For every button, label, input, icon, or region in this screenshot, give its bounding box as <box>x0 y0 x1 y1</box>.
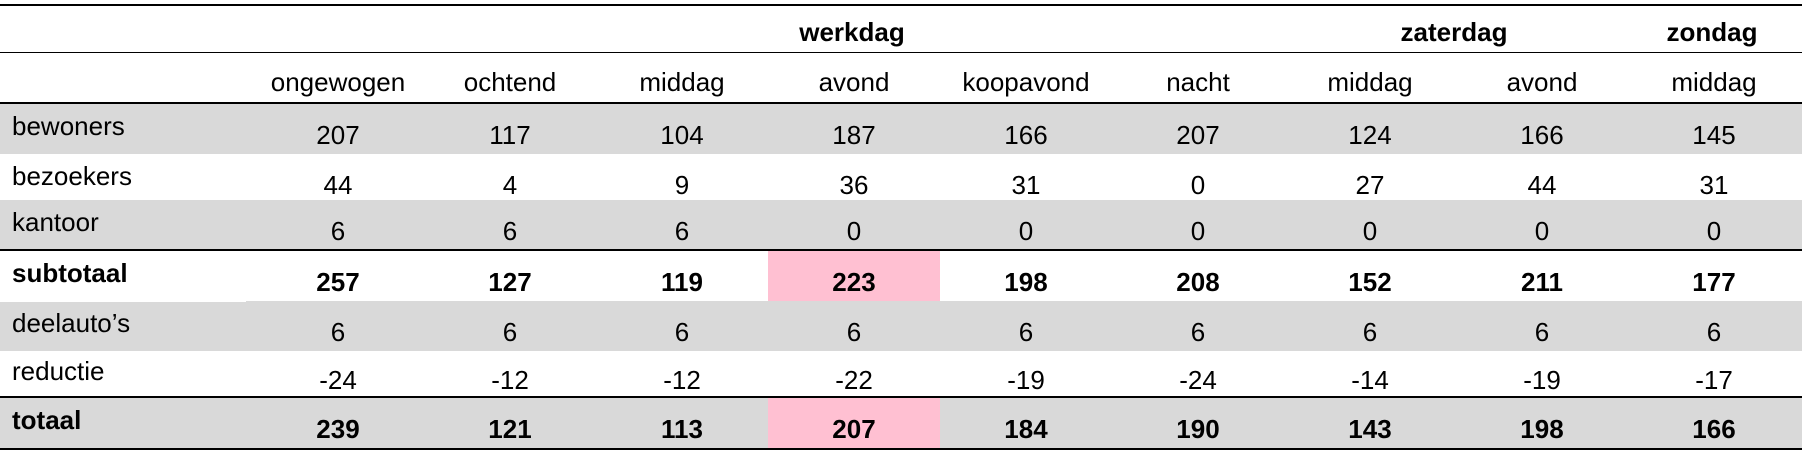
header-rule <box>0 102 1802 104</box>
table-cell: 0 <box>1018 216 1034 246</box>
table-cell: 6 <box>1190 317 1206 347</box>
table-cell: 6 <box>330 317 346 347</box>
table-cell: 143 <box>1348 414 1392 444</box>
table-cell: 198 <box>1004 267 1048 297</box>
col-header-ongewogen: ongewogen <box>270 67 406 97</box>
table-cell: 0 <box>1534 216 1550 246</box>
table-cell: 166 <box>1520 120 1564 150</box>
table-cell: 6 <box>1362 317 1378 347</box>
table-cell: 166 <box>1692 414 1736 444</box>
row-label: subtotaal <box>12 258 128 288</box>
group-header-zondag: zondag <box>1666 17 1758 47</box>
table-cell: -17 <box>1695 365 1733 395</box>
table-row-deelautos: deelauto’s 6 6 6 6 6 6 6 6 6 <box>0 301 1802 351</box>
col-header-zon-middag: middag <box>1671 67 1757 97</box>
row-label: reductie <box>12 356 105 386</box>
table-cell: 0 <box>1190 170 1206 200</box>
table-cell: -12 <box>491 365 529 395</box>
table-cell: 121 <box>488 414 532 444</box>
col-header-avond: avond <box>818 67 890 97</box>
table-cell: 36 <box>839 170 869 200</box>
table-cell: 0 <box>1190 216 1206 246</box>
table-cell: 31 <box>1699 170 1729 200</box>
col-header-zat-avond: avond <box>1506 67 1578 97</box>
table-cell-highlighted: 223 <box>768 251 940 301</box>
table-cell: 208 <box>1176 267 1220 297</box>
table-row-reductie: reductie -24 -12 -12 -22 -19 -24 -14 -19… <box>0 349 1802 399</box>
table-cell: 0 <box>1362 216 1378 246</box>
table-cell: -19 <box>1523 365 1561 395</box>
table-cell: 211 <box>1521 267 1563 297</box>
table-cell: 0 <box>1706 216 1722 246</box>
group-header-werkdag: werkdag <box>799 17 905 47</box>
subtotal-rule <box>0 249 1802 251</box>
table-cell: 6 <box>330 216 346 246</box>
col-header-koopavond: koopavond <box>962 67 1090 97</box>
table-cell: 6 <box>1534 317 1550 347</box>
table-cell: 6 <box>1706 317 1722 347</box>
table-row-totaal: totaal 239 121 113 207 184 190 143 198 1… <box>0 398 1802 448</box>
row-label: totaal <box>12 405 82 435</box>
table-cell: 119 <box>661 267 703 297</box>
table-cell: 127 <box>488 267 532 297</box>
table-cell: 124 <box>1348 120 1392 150</box>
table-cell: 4 <box>502 170 518 200</box>
table-cell: 113 <box>661 414 703 444</box>
table-cell: 187 <box>832 120 876 150</box>
row-label: kantoor <box>12 207 99 237</box>
table-cell: 257 <box>316 267 360 297</box>
table-cell: 184 <box>1004 414 1048 444</box>
top-rule <box>0 4 1802 6</box>
table-cell: 44 <box>323 170 353 200</box>
table-cell: 117 <box>489 120 531 150</box>
table-cell: 27 <box>1355 170 1385 200</box>
table-cell: 0 <box>846 216 862 246</box>
table-row-bewoners: bewoners 207 117 104 187 166 207 124 166… <box>0 104 1802 154</box>
group-header-rule <box>0 52 1802 53</box>
table-cell: -24 <box>1179 365 1217 395</box>
table-cell: -22 <box>835 365 873 395</box>
table-cell: 31 <box>1011 170 1041 200</box>
table-cell: 239 <box>316 414 360 444</box>
col-header-zat-middag: middag <box>1327 67 1413 97</box>
table-cell: 44 <box>1527 170 1557 200</box>
total-rule <box>0 396 1802 398</box>
row-label: bewoners <box>12 111 125 141</box>
table-cell: 190 <box>1176 414 1220 444</box>
table-cell: 6 <box>674 317 690 347</box>
table-cell: 104 <box>660 120 704 150</box>
table-cell: 6 <box>846 317 862 347</box>
table-row-bezoekers: bezoekers 44 4 9 36 31 0 27 44 31 <box>0 154 1802 204</box>
table-cell-highlighted: 207 <box>768 398 940 448</box>
row-label: bezoekers <box>12 161 132 191</box>
col-header-middag: middag <box>639 67 725 97</box>
table-cell: 207 <box>1176 120 1220 150</box>
table-cell: 198 <box>1520 414 1564 444</box>
table-cell: 6 <box>1018 317 1034 347</box>
table-cell: 9 <box>674 170 690 200</box>
table-cell: 6 <box>502 317 518 347</box>
table-cell: -19 <box>1007 365 1045 395</box>
table-row-subtotaal: subtotaal 257 127 119 223 198 208 152 21… <box>0 251 1802 301</box>
table-cell: -12 <box>663 365 701 395</box>
bottom-rule <box>0 448 1802 450</box>
table-cell: 177 <box>1692 267 1736 297</box>
row-label: deelauto’s <box>12 308 131 338</box>
table-cell: 166 <box>1004 120 1048 150</box>
table-cell: 6 <box>502 216 518 246</box>
row-gap <box>0 301 246 302</box>
table-cell: 207 <box>316 120 360 150</box>
table-cell: 6 <box>674 216 690 246</box>
table-cell: 145 <box>1692 120 1736 150</box>
col-header-nacht: nacht <box>1166 67 1230 97</box>
table-cell: -14 <box>1351 365 1389 395</box>
group-header-zaterdag: zaterdag <box>1400 17 1508 47</box>
table-row-kantoor: kantoor 6 6 6 0 0 0 0 0 0 <box>0 200 1802 250</box>
col-header-ochtend: ochtend <box>463 67 557 97</box>
table-cell: -24 <box>319 365 357 395</box>
table-cell: 152 <box>1348 267 1392 297</box>
